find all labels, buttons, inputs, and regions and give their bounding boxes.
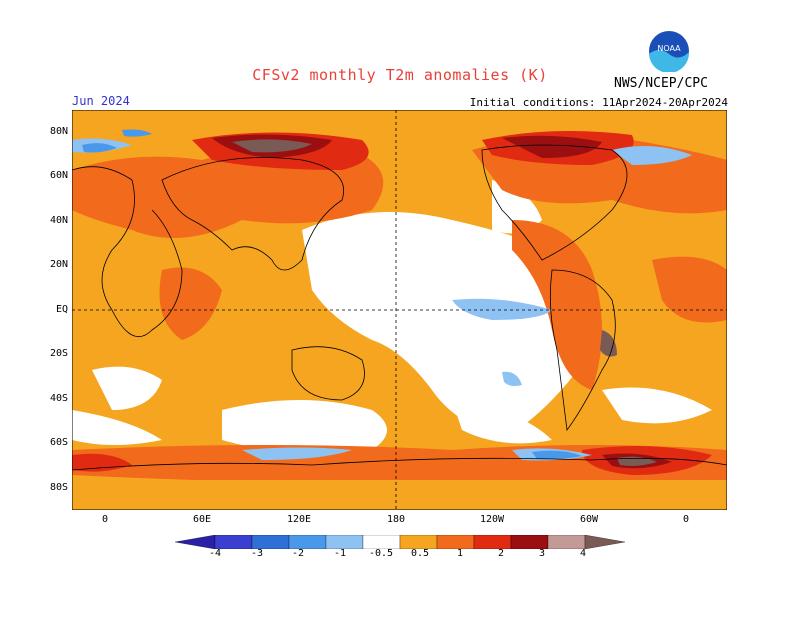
colorbar-swatch: [251, 535, 290, 549]
lon-label-60e: 60E: [192, 514, 212, 525]
cool-regions: [72, 138, 692, 461]
colorbar-swatch: [584, 535, 625, 549]
colorbar-label: -4: [208, 548, 222, 559]
lat-label-40n: 40N: [49, 215, 68, 226]
lon-label-120w: 120W: [479, 514, 505, 525]
lat-label-eq: EQ: [55, 304, 68, 315]
lon-label-180: 180: [386, 514, 406, 525]
colorbar-label: -3: [250, 548, 264, 559]
chart-title: CFSv2 monthly T2m anomalies (K): [252, 66, 548, 84]
noaa-logo: NOAA: [649, 31, 690, 72]
colorbar-label: 2: [497, 548, 505, 559]
coastlines: [72, 144, 727, 471]
lat-label-60n: 60N: [49, 170, 68, 181]
colorbar-swatch: [510, 535, 549, 549]
colorbar-swatch: [436, 535, 475, 549]
colorbar-swatch: [547, 535, 586, 549]
lon-label-0: 0: [101, 514, 109, 525]
lon-label-0-east: 0: [682, 514, 690, 525]
colorbar-swatch: [325, 535, 364, 549]
colorbar-label: -0.5: [368, 548, 394, 559]
colorbar-swatch: [214, 535, 253, 549]
colorbar-label: 1: [456, 548, 464, 559]
lat-label-40s: 40S: [49, 393, 68, 404]
lat-label-80n: 80N: [49, 126, 68, 137]
moderate-cool-regions: [82, 129, 582, 460]
lon-label-120e: 120E: [286, 514, 312, 525]
lat-label-20n: 20N: [49, 259, 68, 270]
colorbar-label: 3: [538, 548, 546, 559]
forecast-month: Jun 2024: [72, 94, 130, 108]
colorbar-swatch: [399, 535, 438, 549]
lat-label-60s: 60S: [49, 437, 68, 448]
agency-label: NWS/NCEP/CPC: [614, 76, 708, 91]
lat-label-20s: 20S: [49, 348, 68, 359]
svg-text:NOAA: NOAA: [657, 44, 681, 53]
colorbar-label: -2: [291, 548, 305, 559]
anomaly-map: [72, 110, 727, 510]
colorbar-swatch: [175, 535, 216, 549]
colorbar-swatch: [362, 535, 401, 549]
colorbar-label: 0.5: [410, 548, 430, 559]
colorbar-label: -1: [333, 548, 347, 559]
colorbar-swatch: [288, 535, 327, 549]
lat-label-80s: 80S: [49, 482, 68, 493]
initial-conditions: Initial conditions: 11Apr2024-20Apr2024: [469, 96, 728, 109]
colorbar: [175, 535, 625, 549]
extreme-warm-regions: [232, 139, 657, 466]
colorbar-swatch: [473, 535, 512, 549]
lon-label-60w: 60W: [579, 514, 599, 525]
colorbar-label: 4: [579, 548, 587, 559]
